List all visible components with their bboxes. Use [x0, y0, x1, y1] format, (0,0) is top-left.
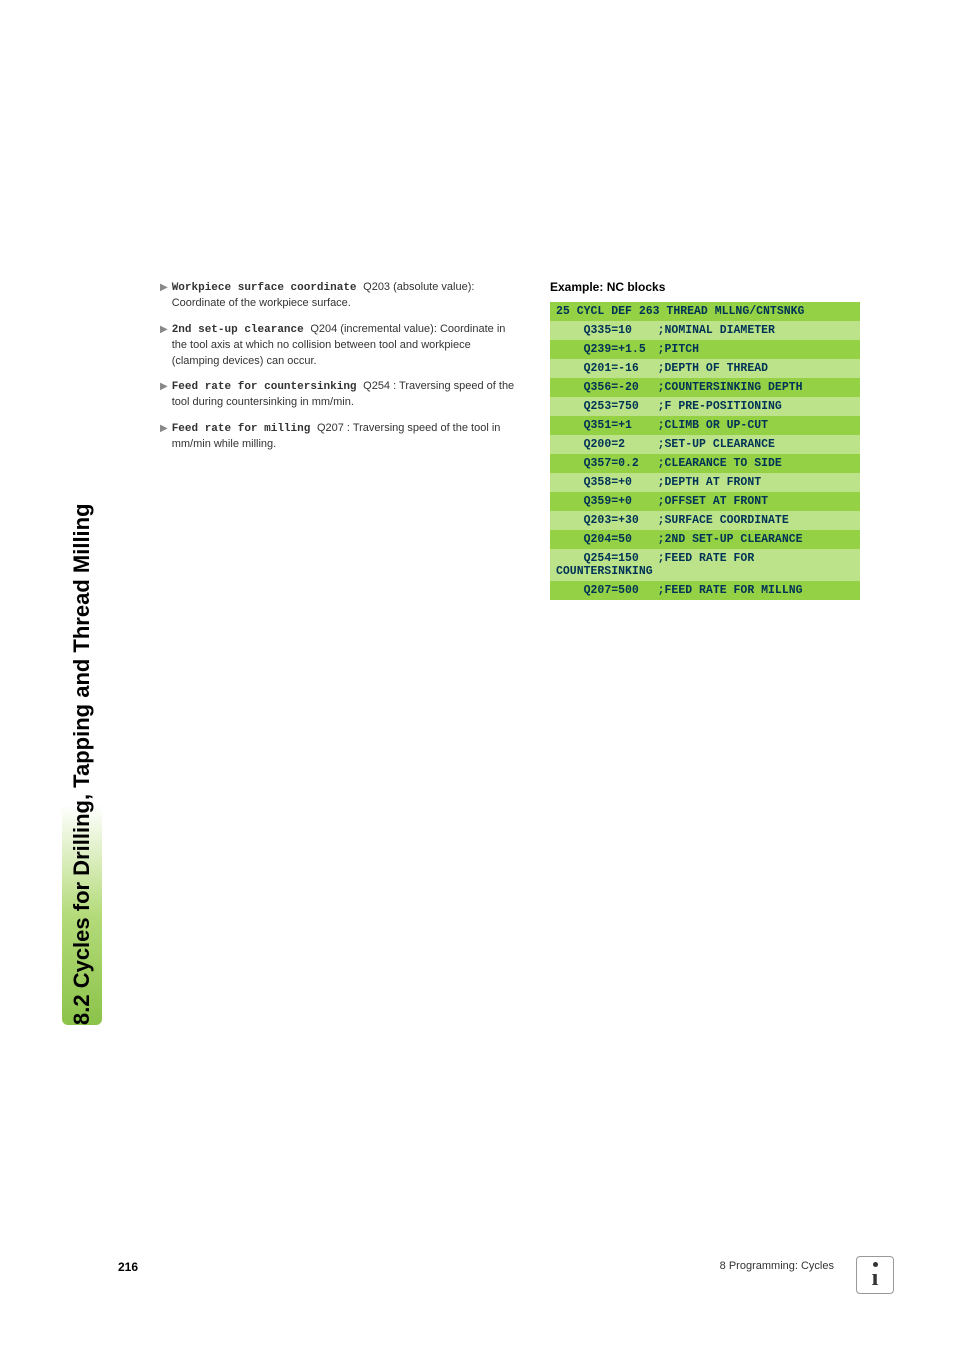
param-body: Feed rate for milling Q207 : Traversing … [172, 421, 520, 453]
param-item: ▶Workpiece surface coordinate Q203 (abso… [160, 280, 520, 312]
page-number: 216 [118, 1260, 138, 1274]
code-q: Q359=+0 [584, 495, 658, 508]
info-icon-dot [873, 1262, 878, 1267]
code-indent [556, 381, 584, 394]
code-header-row: 25 CYCL DEF 263 THREAD MLLNG/CNTSNKG [550, 302, 860, 321]
info-icon: ı [856, 1256, 894, 1294]
code-comment: ;OFFSET AT FRONT [658, 495, 768, 508]
code-row: Q357=0.2;CLEARANCE TO SIDE [550, 454, 860, 473]
example-title: Example: NC blocks [550, 280, 860, 294]
code-q: Q253=750 [584, 400, 658, 413]
example-block: Example: NC blocks 25 CYCL DEF 263 THREA… [550, 280, 860, 600]
code-row: Q204=50;2ND SET-UP CLEARANCE [550, 530, 860, 549]
code-comment: ;F PRE-POSITIONING [658, 400, 782, 413]
param-name: Feed rate for countersinking [172, 381, 363, 393]
code-indent [556, 552, 584, 565]
param-code: Q203 [363, 281, 393, 293]
param-body: Workpiece surface coordinate Q203 (absol… [172, 280, 520, 312]
code-indent [556, 457, 584, 470]
code-comment: ;COUNTERSINKING DEPTH [658, 381, 803, 394]
code-row: Q203=+30;SURFACE COORDINATE [550, 511, 860, 530]
code-row: Q351=+1;CLIMB OR UP-CUT [550, 416, 860, 435]
parameter-list: ▶Workpiece surface coordinate Q203 (abso… [160, 280, 520, 463]
param-code: Q204 [310, 323, 340, 335]
code-q: Q254=150 [584, 552, 658, 565]
code-comment: ;SURFACE COORDINATE [658, 514, 789, 527]
code-q: Q200=2 [584, 438, 658, 451]
footer: 216 8 Programming: Cycles [0, 1260, 954, 1280]
param-body: Feed rate for countersinking Q254 : Trav… [172, 379, 520, 411]
param-code: Q254 [363, 380, 393, 392]
code-indent [556, 362, 584, 375]
code-q: Q239=+1.5 [584, 343, 658, 356]
code-q: Q351=+1 [584, 419, 658, 432]
code-indent [556, 400, 584, 413]
footer-text: 8 Programming: Cycles [720, 1260, 834, 1272]
param-body: 2nd set-up clearance Q204 (incremental v… [172, 322, 520, 369]
code-comment: ;PITCH [658, 343, 699, 356]
code-row: Q358=+0;DEPTH AT FRONT [550, 473, 860, 492]
code-comment: ;DEPTH OF THREAD [658, 362, 768, 375]
code-indent [556, 343, 584, 356]
triangle-icon: ▶ [160, 281, 168, 312]
code-indent [556, 324, 584, 337]
code-row: Q239=+1.5;PITCH [550, 340, 860, 359]
triangle-icon: ▶ [160, 422, 168, 453]
code-indent [556, 514, 584, 527]
code-q: Q207=500 [584, 584, 658, 597]
side-tab-text: 8.2 Cycles for Drilling, Tapping and Thr… [62, 275, 102, 1025]
param-item: ▶2nd set-up clearance Q204 (incremental … [160, 322, 520, 369]
code-comment: ;DEPTH AT FRONT [658, 476, 762, 489]
code-indent [556, 419, 584, 432]
code-q: Q201=-16 [584, 362, 658, 375]
info-icon-stem: ı [872, 1265, 879, 1292]
code-row: Q200=2;SET-UP CLEARANCE [550, 435, 860, 454]
param-item: ▶Feed rate for milling Q207 : Traversing… [160, 421, 520, 453]
code-comment: ;SET-UP CLEARANCE [658, 438, 775, 451]
code-row: Q356=-20;COUNTERSINKING DEPTH [550, 378, 860, 397]
param-code: Q207 [317, 422, 347, 434]
code-comment: ;CLIMB OR UP-CUT [658, 419, 768, 432]
code-q: Q357=0.2 [584, 457, 658, 470]
param-name: Workpiece surface coordinate [172, 282, 363, 294]
code-q: Q203=+30 [584, 514, 658, 527]
code-row: Q207=500;FEED RATE FOR MILLNG [550, 581, 860, 600]
code-q: Q356=-20 [584, 381, 658, 394]
code-indent [556, 438, 584, 451]
code-row: Q254=150;FEED RATE FOR COUNTERSINKING [550, 549, 860, 581]
code-q: Q358=+0 [584, 476, 658, 489]
triangle-icon: ▶ [160, 323, 168, 369]
code-comment: ;NOMINAL DIAMETER [658, 324, 775, 337]
code-row: Q359=+0;OFFSET AT FRONT [550, 492, 860, 511]
param-name: 2nd set-up clearance [172, 324, 311, 336]
code-indent [556, 584, 584, 597]
code-comment: ;2ND SET-UP CLEARANCE [658, 533, 803, 546]
code-q: Q335=10 [584, 324, 658, 337]
code-row: Q201=-16;DEPTH OF THREAD [550, 359, 860, 378]
code-indent [556, 495, 584, 508]
code-row: Q253=750;F PRE-POSITIONING [550, 397, 860, 416]
param-name: Feed rate for milling [172, 423, 317, 435]
code-indent [556, 476, 584, 489]
side-tab: 8.2 Cycles for Drilling, Tapping and Thr… [62, 275, 102, 1025]
code-comment: ;CLEARANCE TO SIDE [658, 457, 782, 470]
code-block: 25 CYCL DEF 263 THREAD MLLNG/CNTSNKG Q33… [550, 302, 860, 600]
triangle-icon: ▶ [160, 380, 168, 411]
code-indent [556, 533, 584, 546]
code-comment: ;FEED RATE FOR MILLNG [658, 584, 803, 597]
code-q: Q204=50 [584, 533, 658, 546]
code-row: Q335=10;NOMINAL DIAMETER [550, 321, 860, 340]
param-item: ▶Feed rate for countersinking Q254 : Tra… [160, 379, 520, 411]
